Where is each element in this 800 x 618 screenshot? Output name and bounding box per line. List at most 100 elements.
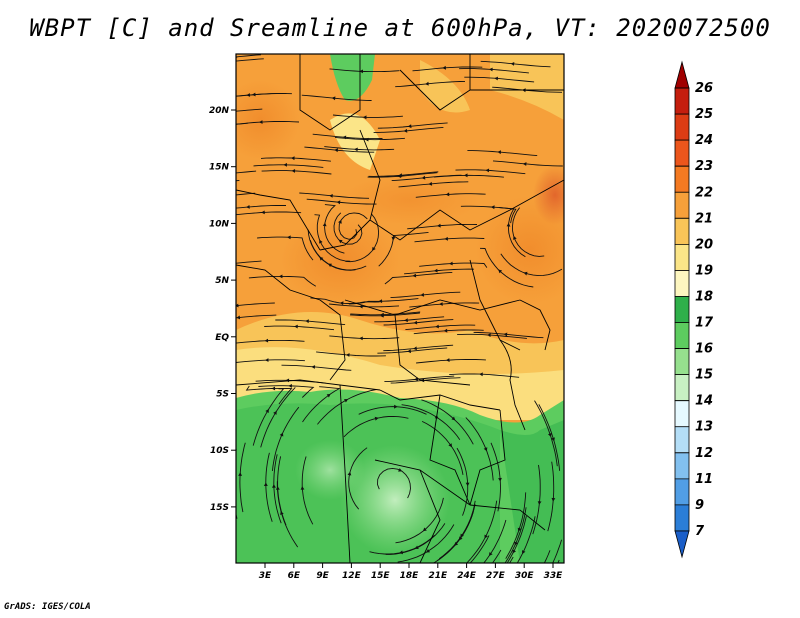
streamline-arrow	[236, 303, 239, 308]
streamline-arrow	[514, 541, 518, 546]
streamline	[500, 253, 563, 277]
streamline	[236, 56, 238, 58]
streamline-arrow	[465, 482, 470, 487]
streamline-arrow	[215, 195, 219, 199]
streamline	[264, 325, 335, 331]
lon-tick-label: 3E	[259, 571, 272, 581]
streamline-arrow	[261, 210, 265, 215]
streamline-arrow	[354, 147, 358, 152]
colorbar-label: 26	[695, 81, 713, 96]
streamline-arrow	[391, 236, 396, 241]
streamline-arrow	[328, 263, 332, 267]
streamline-arrow	[265, 409, 269, 413]
country-borders	[236, 54, 564, 563]
streamline	[460, 205, 517, 224]
streamline-arrow	[407, 349, 411, 354]
streamline-arrow	[489, 67, 493, 72]
streamline	[373, 126, 444, 133]
streamline	[465, 417, 494, 481]
streamline-arrow	[485, 168, 490, 173]
streamline-arrow	[497, 150, 501, 155]
chart-title: WBPT [C] and Sreamline at 600hPa, VT: 20…	[29, 14, 771, 42]
colorbar-label: 18	[695, 289, 713, 304]
streamline	[273, 454, 282, 524]
streamline-arrow	[494, 76, 498, 81]
streamline	[258, 385, 315, 398]
colorbar-swatch	[674, 400, 690, 428]
streamline	[236, 204, 287, 209]
streamline	[236, 314, 277, 319]
streamline	[397, 524, 455, 563]
streamline	[543, 550, 551, 563]
colorbar-label: 15	[695, 368, 713, 383]
streamline	[236, 359, 305, 363]
streamline-arrow	[548, 433, 552, 437]
streamline	[377, 347, 448, 354]
streamline-arrow	[537, 501, 542, 505]
colorbar-swatch	[674, 426, 690, 454]
streamline	[557, 559, 560, 563]
streamline-arrow	[551, 497, 556, 502]
streamline-arrow	[263, 482, 268, 486]
streamline	[479, 247, 534, 288]
streamline-arrow	[489, 552, 493, 556]
streamline-arrow	[229, 483, 233, 487]
streamline-arrow	[336, 200, 341, 205]
streamline-arrow	[487, 333, 491, 337]
streamline-arrow	[413, 346, 417, 351]
streamline-arrow	[347, 471, 352, 476]
streamline	[415, 193, 486, 198]
streamline-arrow	[252, 92, 256, 97]
colorbar-swatch	[674, 87, 690, 115]
streamline-arrow	[271, 386, 276, 391]
streamline-arrow	[319, 239, 323, 244]
streamline	[455, 169, 526, 175]
streamline	[239, 442, 246, 513]
streamline-arrow	[522, 162, 527, 166]
streamline	[236, 58, 264, 62]
lon-tick-label: 33E	[544, 571, 564, 581]
streamline-arrow	[224, 60, 228, 64]
streamlines	[198, 54, 563, 563]
streamline	[466, 500, 498, 563]
streamline	[469, 535, 490, 563]
streamline-arrow	[426, 549, 430, 553]
streamline	[421, 399, 474, 445]
lon-tick-label: 15E	[371, 571, 391, 581]
streamline	[265, 452, 273, 522]
streamline	[552, 539, 563, 563]
streamline	[436, 504, 476, 562]
streamline-arrow	[362, 115, 367, 120]
streamline	[260, 387, 296, 448]
streamline	[317, 389, 377, 425]
streamline	[236, 121, 300, 125]
streamline-arrow	[412, 273, 417, 278]
streamline-arrow	[326, 393, 331, 398]
latitude-axis: 20N 15N 10N 5N EQ 5S 10S 15S	[209, 106, 236, 513]
streamline	[257, 236, 314, 261]
streamline	[301, 456, 314, 525]
streamline-arrow	[523, 271, 528, 276]
streamline-arrow	[483, 447, 488, 452]
streamline-arrow	[380, 312, 384, 317]
streamline-arrow	[329, 194, 333, 198]
streamline	[302, 386, 341, 423]
streamline-arrow	[294, 324, 298, 329]
streamline-arrow	[311, 365, 316, 369]
streamline-arrow	[407, 124, 412, 129]
streamline	[534, 400, 558, 467]
streamline	[253, 164, 324, 168]
streamline	[464, 76, 535, 83]
streamline-arrow	[446, 358, 450, 362]
lon-tick-label: 27E	[486, 571, 506, 581]
streamline	[236, 211, 302, 216]
streamline	[377, 122, 448, 129]
streamline	[334, 136, 405, 141]
colorbar-label: 16	[695, 342, 713, 357]
lat-tick-label: 10N	[209, 219, 230, 229]
streamline-arrow	[198, 58, 202, 62]
colorbar-label: 9	[695, 498, 704, 513]
streamline	[473, 331, 544, 339]
streamline-arrow	[398, 468, 403, 472]
